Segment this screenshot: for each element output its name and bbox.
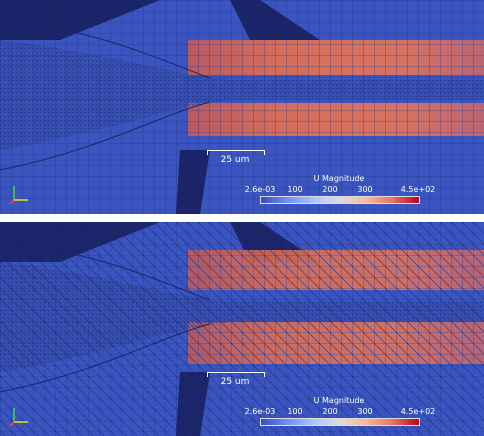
scale-bar-label: 25 um [220, 155, 250, 165]
mesh-visualization [0, 0, 484, 214]
render-view-bottom[interactable]: 25 um U Magnitude 2.6e-03 100 200 300 4.… [0, 222, 484, 436]
scale-bar-line [207, 150, 265, 155]
orientation-axes-icon [9, 186, 28, 205]
render-view-top[interactable]: 25 um U Magnitude 2.6e-03 100 200 300 4.… [0, 0, 484, 214]
legend-colorbar [260, 418, 420, 426]
legend-ticks: 2.6e-03 100 200 300 4.5e+02 [244, 407, 436, 417]
legend-tick-label: 2.6e-03 [244, 185, 276, 194]
color-legend: U Magnitude 2.6e-03 100 200 300 4.5e+02 [244, 174, 436, 212]
mesh-visualization [0, 222, 484, 436]
legend-tick-label: 300 [357, 185, 373, 194]
scale-bar-line [207, 372, 265, 377]
legend-colorbar [260, 196, 420, 204]
scale-bar: 25 um [207, 150, 265, 165]
legend-title: U Magnitude [313, 396, 365, 405]
legend-tick-label: 4.5e+02 [400, 185, 436, 194]
orientation-axes-icon [9, 408, 28, 427]
legend-tick-label: 300 [357, 407, 373, 416]
legend-ticks: 2.6e-03 100 200 300 4.5e+02 [244, 185, 436, 195]
legend-tick-label: 200 [322, 407, 338, 416]
scale-bar: 25 um [207, 372, 265, 387]
legend-tick-label: 100 [287, 407, 303, 416]
legend-title: U Magnitude [313, 174, 365, 183]
scale-bar-label: 25 um [220, 377, 250, 387]
color-legend: U Magnitude 2.6e-03 100 200 300 4.5e+02 [244, 396, 436, 434]
legend-tick-label: 2.6e-03 [244, 407, 276, 416]
legend-tick-label: 100 [287, 185, 303, 194]
legend-tick-label: 200 [322, 185, 338, 194]
legend-tick-label: 4.5e+02 [400, 407, 436, 416]
